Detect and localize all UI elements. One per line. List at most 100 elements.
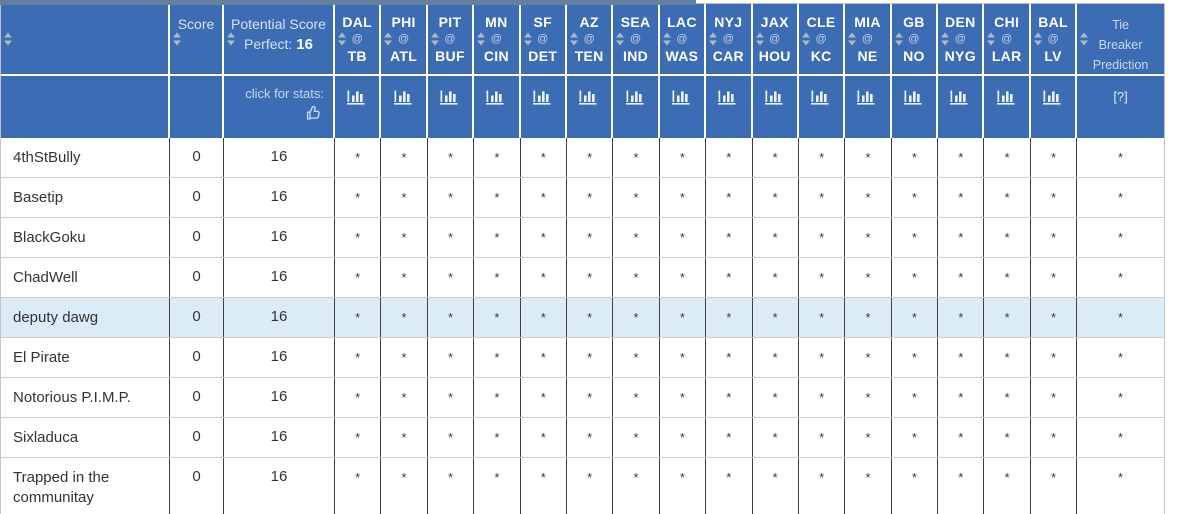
bar-chart-icon[interactable] bbox=[764, 88, 786, 105]
column-header-game-den-at-nyg[interactable]: DEN @ NYG bbox=[938, 4, 985, 76]
bar-chart-icon[interactable] bbox=[949, 88, 971, 105]
bar-chart-icon[interactable] bbox=[671, 88, 693, 105]
sort-arrows-icon[interactable] bbox=[173, 32, 181, 46]
home-team-code: NO bbox=[903, 47, 925, 64]
sort-arrows-icon[interactable] bbox=[755, 32, 764, 46]
column-header-game-mia-at-ne[interactable]: MIA @ NE bbox=[845, 4, 892, 76]
sort-arrows-icon[interactable] bbox=[801, 32, 810, 46]
column-header-game-az-at-ten[interactable]: AZ @ TEN bbox=[566, 4, 614, 76]
sort-arrows-icon[interactable] bbox=[430, 32, 439, 46]
bar-chart-icon[interactable] bbox=[439, 88, 461, 105]
hidden-pick-cell: * bbox=[938, 418, 985, 457]
potential-score-cell: 16 bbox=[224, 138, 335, 177]
hidden-pick-cell: * bbox=[845, 458, 892, 514]
hidden-pick-cell: * bbox=[521, 418, 567, 457]
sort-arrows-icon[interactable] bbox=[848, 32, 857, 46]
table-row: Notorious P.I.M.P. 0 16 * * * * * * * * * * * * * * * * * bbox=[1, 378, 1164, 418]
sort-arrows-icon[interactable] bbox=[384, 32, 393, 46]
away-team-code: SF bbox=[533, 13, 552, 30]
bar-chart-icon[interactable] bbox=[810, 88, 832, 105]
sort-arrows-icon[interactable] bbox=[338, 32, 346, 46]
tiebreaker-label-line1: Tie bbox=[1112, 18, 1129, 32]
sort-arrows-icon[interactable] bbox=[894, 32, 903, 46]
hidden-pick-cell: * bbox=[381, 418, 428, 457]
sort-arrows-icon[interactable] bbox=[4, 32, 12, 46]
column-header-game-dal-at-tb[interactable]: DAL @ TB bbox=[335, 4, 382, 76]
hidden-pick-cell: * bbox=[567, 178, 614, 217]
hidden-pick-cell: * bbox=[845, 178, 892, 217]
bar-chart-icon[interactable] bbox=[856, 88, 878, 105]
hidden-pick-cell: * bbox=[335, 378, 382, 417]
sort-arrows-icon[interactable] bbox=[662, 32, 671, 46]
bar-chart-icon[interactable] bbox=[393, 88, 415, 105]
hidden-pick-cell: * bbox=[660, 338, 707, 377]
column-header-game-jax-at-hou[interactable]: JAX @ HOU bbox=[752, 4, 799, 76]
hidden-pick-cell: * bbox=[381, 338, 428, 377]
hidden-pick-cell: * bbox=[660, 418, 707, 457]
hidden-pick-cell: * bbox=[1031, 458, 1078, 514]
hidden-pick-cell: * bbox=[1031, 258, 1078, 297]
sort-arrows-icon[interactable] bbox=[523, 32, 532, 46]
bar-chart-icon[interactable] bbox=[903, 88, 925, 105]
sort-arrows-icon[interactable] bbox=[1033, 32, 1042, 46]
hidden-pick-cell: * bbox=[381, 218, 428, 257]
perfect-score-line: Perfect: 16 bbox=[244, 36, 313, 53]
hidden-pick-cell: * bbox=[984, 178, 1031, 217]
hidden-pick-cell: * bbox=[753, 178, 799, 217]
column-header-game-nyj-at-car[interactable]: NYJ @ CAR bbox=[706, 4, 753, 76]
bar-chart-icon[interactable] bbox=[485, 88, 507, 105]
sort-arrows-icon[interactable] bbox=[987, 32, 996, 46]
column-header-game-bal-at-lv[interactable]: BAL @ LV bbox=[1030, 4, 1078, 76]
sort-arrows-icon[interactable] bbox=[477, 32, 486, 46]
sort-arrows-icon[interactable] bbox=[709, 32, 718, 46]
at-symbol: @ bbox=[815, 32, 827, 45]
hidden-pick-cell: * bbox=[660, 178, 707, 217]
bar-chart-icon[interactable] bbox=[996, 88, 1018, 105]
hidden-pick-cell: * bbox=[706, 378, 753, 417]
bar-chart-icon[interactable] bbox=[625, 88, 647, 105]
hidden-pick-cell: * bbox=[845, 378, 892, 417]
column-header-game-phi-at-atl[interactable]: PHI @ ATL bbox=[381, 4, 428, 76]
sort-arrows-icon[interactable] bbox=[569, 32, 578, 46]
hidden-pick-cell: * bbox=[984, 138, 1031, 177]
hidden-pick-cell: * bbox=[938, 298, 985, 337]
column-header-tiebreaker[interactable]: Tie Breaker Prediction bbox=[1077, 4, 1164, 76]
sort-arrows-icon[interactable] bbox=[227, 32, 235, 46]
bar-chart-icon[interactable] bbox=[532, 88, 554, 105]
hidden-pick-cell: * bbox=[706, 458, 753, 514]
column-header-game-pit-at-buf[interactable]: PIT @ BUF bbox=[427, 4, 475, 76]
table-row: BlackGoku 0 16 * * * * * * * * * * * * * * * * * bbox=[1, 218, 1164, 258]
column-header-game-gb-at-no[interactable]: GB @ NO bbox=[891, 4, 939, 76]
column-header-score[interactable]: Score bbox=[170, 4, 224, 76]
potential-score-cell: 16 bbox=[224, 418, 335, 457]
potential-score-cell: 16 bbox=[224, 338, 335, 377]
column-header-game-chi-at-lar[interactable]: CHI @ LAR bbox=[984, 4, 1031, 76]
hidden-pick-cell: * bbox=[474, 218, 521, 257]
at-symbol: @ bbox=[769, 32, 781, 45]
hidden-pick-cell: * bbox=[938, 338, 985, 377]
column-header-potential-score[interactable]: Potential Score Perfect: 16 bbox=[224, 4, 335, 76]
home-team-code: WAS bbox=[665, 47, 699, 64]
bar-chart-icon[interactable] bbox=[1042, 88, 1064, 105]
column-header-game-lac-at-was[interactable]: LAC @ WAS bbox=[659, 4, 707, 76]
at-symbol: @ bbox=[583, 32, 595, 45]
hidden-pick-cell: * bbox=[428, 178, 475, 217]
column-header-game-sf-at-det[interactable]: SF @ DET bbox=[520, 4, 567, 76]
hidden-pick-cell: * bbox=[845, 258, 892, 297]
hidden-pick-cell: * bbox=[660, 218, 707, 257]
bar-chart-icon[interactable] bbox=[346, 88, 368, 105]
hidden-pick-cell: * bbox=[799, 258, 846, 297]
hidden-pick-cell: * bbox=[660, 458, 707, 514]
column-header-game-cle-at-kc[interactable]: CLE @ KC bbox=[798, 4, 846, 76]
tiebreaker-help-link[interactable]: [?] bbox=[1113, 89, 1128, 104]
sort-arrows-icon[interactable] bbox=[1080, 32, 1089, 46]
score-cell: 0 bbox=[170, 298, 224, 337]
sort-arrows-icon[interactable] bbox=[941, 32, 950, 46]
bar-chart-icon[interactable] bbox=[717, 88, 739, 105]
column-header-player[interactable] bbox=[1, 4, 170, 76]
sort-arrows-icon[interactable] bbox=[616, 32, 625, 46]
bar-chart-icon[interactable] bbox=[578, 88, 600, 105]
away-team-code: CLE bbox=[806, 13, 836, 30]
column-header-game-sea-at-ind[interactable]: SEA @ IND bbox=[613, 4, 660, 76]
column-header-game-mn-at-cin[interactable]: MN @ CIN bbox=[474, 4, 521, 76]
